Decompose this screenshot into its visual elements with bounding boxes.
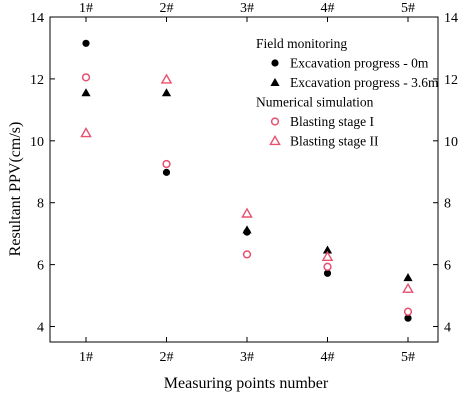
data-point-series-2 xyxy=(162,159,171,169)
x-tick-label-top: 2# xyxy=(160,1,174,16)
y-axis-label: Resultant PPV(cm/s) xyxy=(7,122,24,257)
data-point-series-3 xyxy=(321,250,334,262)
y-tick-label-right: 10 xyxy=(444,135,458,150)
data-point-series-1 xyxy=(403,273,413,282)
y-tick-label-left: 4 xyxy=(37,321,44,336)
legend-entry-label: Blasting stage II xyxy=(290,134,379,149)
x-tick-label-bottom: 3# xyxy=(240,350,254,365)
legend-group-title: Field monitoring xyxy=(256,36,347,51)
y-tick-label-left: 12 xyxy=(30,73,44,88)
plot-frame xyxy=(49,16,439,343)
axes: 4 4 6 6 8 8 10 10 12 12 14 14 1# 1# 2# 2# 3# 3# 4# 4# 5# 5# xyxy=(30,1,458,365)
legend-marker xyxy=(270,77,280,86)
data-point-series-1 xyxy=(322,245,333,254)
x-tick-label-top: 5# xyxy=(401,1,415,16)
x-tick-label-top: 4# xyxy=(321,1,335,16)
x-tick-label-bottom: 1# xyxy=(79,350,93,365)
legend-marker xyxy=(269,134,281,146)
data-point-series-2 xyxy=(242,250,252,259)
x-tick-label-bottom: 4# xyxy=(321,350,335,365)
y-tick-label-right: 14 xyxy=(444,11,458,26)
data-point-series-1 xyxy=(81,88,91,97)
data-point-series-1 xyxy=(242,225,252,234)
y-tick-label-left: 8 xyxy=(37,197,44,212)
data-point-series-0 xyxy=(162,168,171,176)
data-markers xyxy=(80,39,414,322)
x-tick-label-bottom: 5# xyxy=(401,350,415,365)
legend-entry-label: Excavation progress - 3.6m xyxy=(290,75,439,90)
data-point-series-2 xyxy=(81,73,91,82)
legend-group-title: Numerical simulation xyxy=(256,95,374,110)
plot-border xyxy=(49,16,439,343)
data-point-series-2 xyxy=(403,307,413,316)
x-tick-label-top: 3# xyxy=(240,1,254,16)
data-point-series-3 xyxy=(80,127,92,138)
x-tick-label-top: 1# xyxy=(79,1,93,16)
legend-marker xyxy=(271,59,279,67)
legend-entry-label: Excavation progress - 0m xyxy=(290,56,429,71)
data-point-series-3 xyxy=(241,207,253,218)
y-tick-label-left: 10 xyxy=(30,135,44,150)
data-point-series-1 xyxy=(161,88,172,97)
x-axis-label: Measuring points number xyxy=(164,375,329,392)
y-tick-label-left: 14 xyxy=(30,11,44,26)
x-tick-label-bottom: 2# xyxy=(160,350,174,365)
y-tick-label-right: 8 xyxy=(444,197,451,212)
y-tick-label-right: 4 xyxy=(444,321,451,336)
legend-entry-label: Blasting stage I xyxy=(290,114,374,129)
data-point-series-0 xyxy=(82,39,90,47)
data-point-series-0 xyxy=(404,314,412,322)
data-point-series-2 xyxy=(323,262,332,271)
legend-marker xyxy=(270,117,280,126)
data-point-series-0 xyxy=(323,269,332,277)
y-tick-label-left: 6 xyxy=(37,259,44,274)
data-point-series-3 xyxy=(402,282,414,293)
y-tick-label-right: 6 xyxy=(444,259,451,274)
legend: Field monitoring Excavation progress - 0m… xyxy=(256,36,439,149)
y-tick-label-right: 12 xyxy=(444,73,458,88)
data-point-series-3 xyxy=(160,73,173,84)
